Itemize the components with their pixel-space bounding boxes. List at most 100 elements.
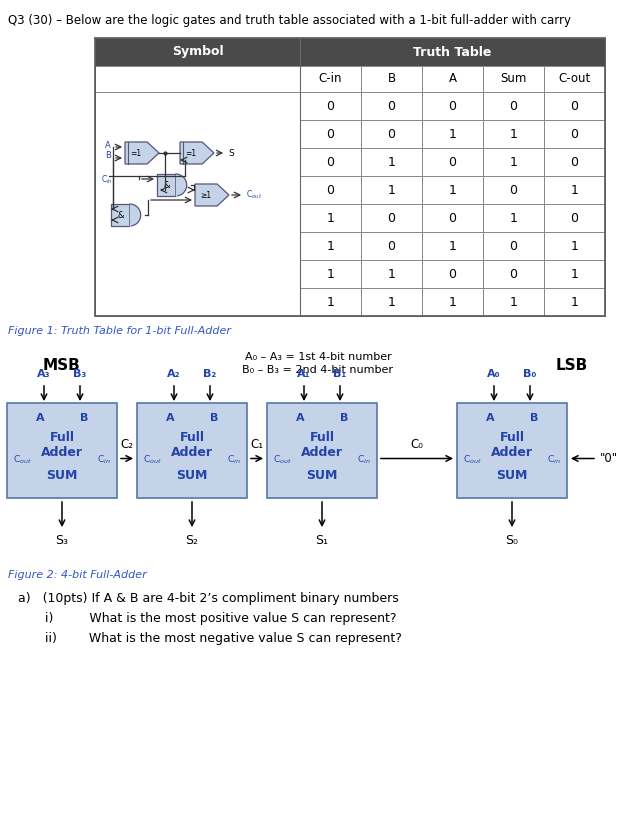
Text: Adder: Adder <box>301 446 343 459</box>
Text: C$_{in}$: C$_{in}$ <box>358 454 371 466</box>
FancyBboxPatch shape <box>544 288 605 316</box>
FancyBboxPatch shape <box>300 120 361 148</box>
Text: &: & <box>163 180 170 190</box>
FancyBboxPatch shape <box>457 403 567 498</box>
Text: B₃: B₃ <box>74 369 86 379</box>
FancyBboxPatch shape <box>95 66 300 92</box>
Text: C₁: C₁ <box>250 438 264 451</box>
Text: 1: 1 <box>387 156 396 169</box>
Text: =1: =1 <box>130 148 142 157</box>
Polygon shape <box>125 142 159 164</box>
FancyBboxPatch shape <box>361 260 422 288</box>
FancyBboxPatch shape <box>544 176 605 204</box>
Text: SUM: SUM <box>497 469 528 482</box>
Text: 0: 0 <box>326 127 335 140</box>
FancyBboxPatch shape <box>361 288 422 316</box>
Text: 1: 1 <box>571 267 578 280</box>
Text: SUM: SUM <box>46 469 77 482</box>
Text: 1: 1 <box>509 156 518 169</box>
Text: B₀: B₀ <box>523 369 537 379</box>
Text: A: A <box>486 413 494 423</box>
Text: Truth Table: Truth Table <box>413 46 491 59</box>
Text: B: B <box>210 413 218 423</box>
Polygon shape <box>195 184 229 206</box>
Text: 0: 0 <box>326 156 335 169</box>
Text: 1: 1 <box>571 296 578 309</box>
FancyBboxPatch shape <box>483 66 544 92</box>
Text: Sum: Sum <box>500 73 526 86</box>
Text: A₂: A₂ <box>167 369 181 379</box>
FancyBboxPatch shape <box>483 148 544 176</box>
Text: C$_{out}$: C$_{out}$ <box>13 454 32 466</box>
FancyBboxPatch shape <box>422 260 483 288</box>
FancyBboxPatch shape <box>483 120 544 148</box>
Text: 1: 1 <box>326 267 335 280</box>
FancyBboxPatch shape <box>483 260 544 288</box>
FancyBboxPatch shape <box>361 204 422 232</box>
Text: Adder: Adder <box>491 446 533 459</box>
Text: 1: 1 <box>387 296 396 309</box>
FancyBboxPatch shape <box>544 204 605 232</box>
Text: 0: 0 <box>570 212 578 224</box>
Text: =1: =1 <box>185 148 196 157</box>
Text: 0: 0 <box>387 240 396 253</box>
Text: 1: 1 <box>448 127 457 140</box>
Text: C$_{in}$: C$_{in}$ <box>97 454 111 466</box>
Text: 0: 0 <box>509 240 518 253</box>
Text: 1: 1 <box>509 212 518 224</box>
Text: 1: 1 <box>326 212 335 224</box>
FancyBboxPatch shape <box>422 120 483 148</box>
FancyBboxPatch shape <box>361 92 422 120</box>
FancyBboxPatch shape <box>483 92 544 120</box>
Text: B: B <box>387 73 396 86</box>
Text: a)   (10pts) If A & B are 4-bit 2’s compliment binary numbers: a) (10pts) If A & B are 4-bit 2’s compli… <box>18 592 399 605</box>
Text: 1: 1 <box>326 296 335 309</box>
Text: Symbol: Symbol <box>171 46 224 59</box>
Text: A₀: A₀ <box>487 369 501 379</box>
Text: 0: 0 <box>570 99 578 112</box>
Text: 0: 0 <box>448 267 457 280</box>
Text: S₀: S₀ <box>505 534 518 547</box>
FancyBboxPatch shape <box>422 148 483 176</box>
Text: Full: Full <box>309 431 335 444</box>
Text: C₂: C₂ <box>121 438 133 451</box>
Text: C$_{out}$: C$_{out}$ <box>246 189 262 201</box>
FancyBboxPatch shape <box>300 92 361 120</box>
Text: 1: 1 <box>448 183 457 196</box>
Text: B₀ – B₃ = 2nd 4-bit number: B₀ – B₃ = 2nd 4-bit number <box>243 365 394 375</box>
Text: ≥1: ≥1 <box>200 191 211 200</box>
FancyBboxPatch shape <box>544 148 605 176</box>
Text: C$_{in}$: C$_{in}$ <box>547 454 561 466</box>
FancyBboxPatch shape <box>300 176 361 204</box>
Text: 0: 0 <box>570 127 578 140</box>
Text: B: B <box>105 151 111 160</box>
FancyBboxPatch shape <box>95 38 300 66</box>
Text: SUM: SUM <box>177 469 208 482</box>
Text: 0: 0 <box>326 183 335 196</box>
Text: 1: 1 <box>448 296 457 309</box>
Text: 0: 0 <box>448 156 457 169</box>
Text: C-in: C-in <box>319 73 342 86</box>
Text: ii)        What is the most negative value S can represent?: ii) What is the most negative value S ca… <box>45 632 402 645</box>
Text: A₃: A₃ <box>37 369 51 379</box>
Text: 0: 0 <box>509 183 518 196</box>
FancyBboxPatch shape <box>361 232 422 260</box>
FancyBboxPatch shape <box>361 176 422 204</box>
Polygon shape <box>180 142 214 164</box>
Text: 0: 0 <box>387 127 396 140</box>
Text: i)         What is the most positive value S can represent?: i) What is the most positive value S can… <box>45 612 396 625</box>
Text: 0: 0 <box>387 212 396 224</box>
FancyBboxPatch shape <box>157 174 176 196</box>
Text: 0: 0 <box>326 99 335 112</box>
FancyBboxPatch shape <box>361 120 422 148</box>
Text: 1: 1 <box>387 267 396 280</box>
FancyBboxPatch shape <box>422 232 483 260</box>
FancyBboxPatch shape <box>300 38 605 66</box>
Text: Full: Full <box>500 431 525 444</box>
FancyBboxPatch shape <box>300 260 361 288</box>
Wedge shape <box>130 204 141 226</box>
Text: 1: 1 <box>448 240 457 253</box>
Text: Figure 2: 4-bit Full-Adder: Figure 2: 4-bit Full-Adder <box>8 570 147 580</box>
Text: Full: Full <box>50 431 74 444</box>
Text: 1: 1 <box>571 240 578 253</box>
